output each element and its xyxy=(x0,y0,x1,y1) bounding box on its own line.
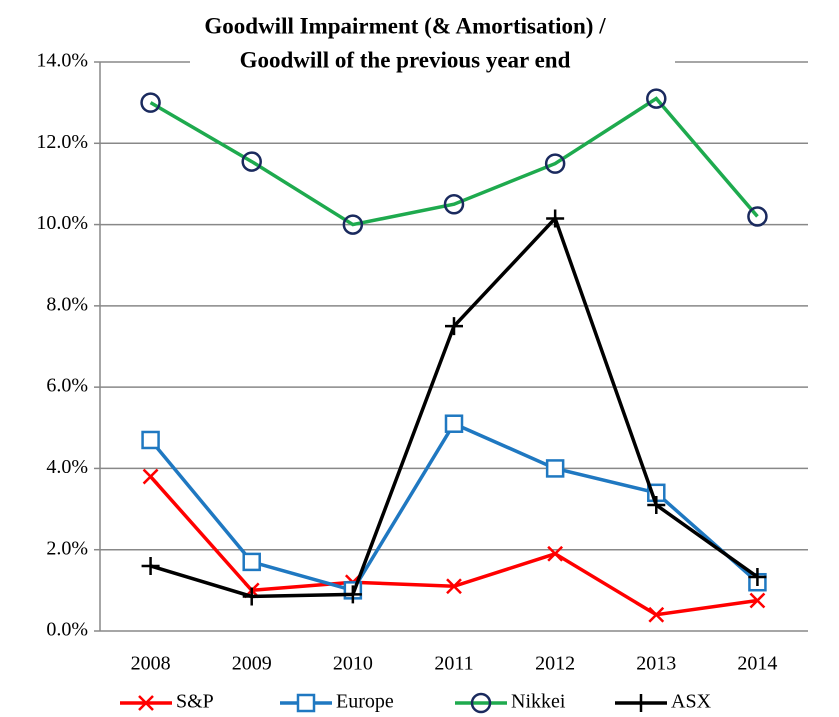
x-tick-label: 2014 xyxy=(737,653,777,675)
marker xyxy=(545,459,565,478)
marker xyxy=(142,468,159,485)
y-tick-label: 4.0% xyxy=(46,456,88,478)
marker xyxy=(141,556,160,575)
x-tick-label: 2009 xyxy=(232,653,272,675)
y-tick-label: 2.0% xyxy=(46,537,88,559)
series xyxy=(140,88,768,235)
x-tick-label: 2012 xyxy=(535,653,575,675)
marker xyxy=(646,88,667,109)
marker xyxy=(242,587,261,606)
marker xyxy=(241,151,262,172)
legend-entry: Nikkei xyxy=(455,691,566,714)
x-tick-label: 2011 xyxy=(434,653,473,675)
marker xyxy=(141,430,160,450)
legend-marker xyxy=(296,693,316,713)
legend-label: Europe xyxy=(336,691,394,713)
marker xyxy=(343,585,362,604)
marker xyxy=(342,214,364,235)
chart-title: Goodwill Impairment (& Amortisation) / xyxy=(204,13,606,38)
marker xyxy=(749,592,766,609)
marker xyxy=(747,206,768,227)
marker xyxy=(547,545,564,562)
marker xyxy=(647,496,666,515)
marker xyxy=(546,209,565,228)
x-tick-label: 2013 xyxy=(636,653,676,675)
marker xyxy=(443,194,465,215)
marker xyxy=(242,552,261,572)
marker xyxy=(648,606,665,623)
marker xyxy=(445,317,463,336)
legend-entry: S&P xyxy=(120,691,214,713)
series-line xyxy=(150,215,759,599)
x-tick-label: 2010 xyxy=(333,653,373,675)
y-tick-label: 12.0% xyxy=(36,131,88,153)
y-tick-label: 10.0% xyxy=(36,212,88,234)
legend-label: ASX xyxy=(671,691,712,713)
marker xyxy=(140,92,161,113)
series-line xyxy=(149,421,759,593)
x-tick-label: 2008 xyxy=(131,653,171,675)
y-tick-label: 8.0% xyxy=(46,293,88,315)
series-line xyxy=(149,96,759,227)
chart-title: Goodwill of the previous year end xyxy=(240,47,571,72)
legend-label: Nikkei xyxy=(511,691,566,713)
legend-entry: Europe xyxy=(280,691,394,713)
legend-entry: ASX xyxy=(615,691,712,713)
marker xyxy=(748,567,767,586)
title-background xyxy=(190,10,675,80)
series xyxy=(141,209,767,606)
legend-marker xyxy=(138,695,154,711)
y-tick-label: 0.0% xyxy=(46,619,88,641)
y-tick-label: 14.0% xyxy=(36,50,88,72)
legend-marker xyxy=(470,692,492,714)
marker xyxy=(544,153,566,174)
marker xyxy=(444,414,464,433)
y-tick-label: 6.0% xyxy=(46,375,88,397)
legend-label: S&P xyxy=(176,691,214,713)
marker xyxy=(446,578,462,595)
legend-marker xyxy=(632,694,650,712)
